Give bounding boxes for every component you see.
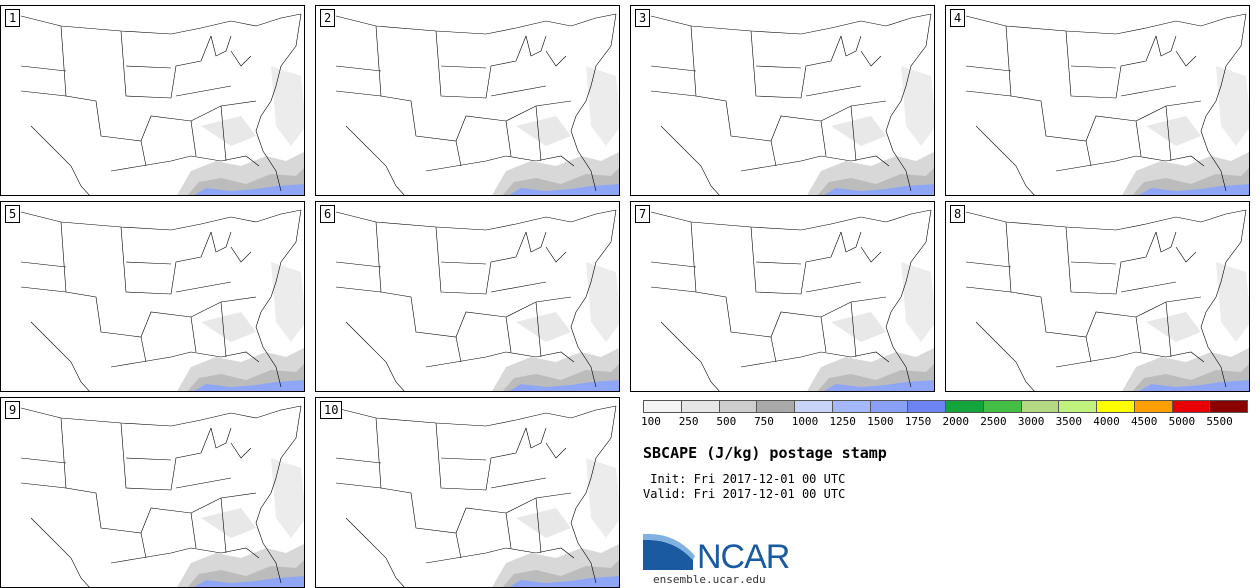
chart-title: SBCAPE (J/kg) postage stamp bbox=[643, 444, 887, 462]
legend-label: 750 bbox=[754, 415, 774, 428]
legend-label: 250 bbox=[678, 415, 699, 428]
legend-color-bar bbox=[643, 400, 1248, 413]
legend-label: 2500 bbox=[980, 415, 1007, 428]
valid-time: Valid: Fri 2017-12-01 00 UTC bbox=[643, 487, 846, 501]
panel-number: 10 bbox=[320, 401, 343, 419]
panel-number: 7 bbox=[635, 205, 651, 223]
legend-swatch bbox=[1210, 401, 1247, 412]
map-panel: 1 bbox=[0, 5, 305, 196]
map-panel: 4 bbox=[945, 5, 1250, 196]
legend-label: 1000 bbox=[791, 415, 819, 428]
ncar-logo-icon bbox=[643, 533, 695, 570]
legend-swatch bbox=[946, 401, 984, 412]
legend-label: 5000 bbox=[1168, 415, 1196, 428]
panel-number: 4 bbox=[950, 9, 966, 27]
legend-label: 4000 bbox=[1093, 415, 1120, 428]
legend-swatch bbox=[719, 401, 758, 412]
legend-label: 3000 bbox=[1017, 415, 1045, 428]
legend-label: 1250 bbox=[829, 415, 856, 428]
panel-number: 9 bbox=[5, 401, 21, 419]
legend-label: 1750 bbox=[904, 415, 932, 428]
legend-label: 500 bbox=[716, 415, 737, 428]
map-panel: 5 bbox=[0, 201, 305, 392]
init-time: Init: Fri 2017-12-01 00 UTC bbox=[643, 472, 846, 486]
legend-swatch bbox=[870, 401, 909, 412]
legend-label: 4500 bbox=[1130, 415, 1158, 428]
legend-swatch bbox=[1172, 401, 1211, 412]
panel-number: 2 bbox=[320, 9, 336, 27]
panel-number: 1 bbox=[5, 9, 21, 27]
legend-swatch bbox=[832, 401, 871, 412]
legend-label: 1500 bbox=[867, 415, 894, 428]
map-panel: 7 bbox=[630, 201, 935, 392]
legend-swatch bbox=[983, 401, 1022, 412]
map-panel: 9 bbox=[0, 397, 305, 588]
legend-label: 5500 bbox=[1206, 415, 1233, 428]
panel-number: 5 bbox=[5, 205, 21, 223]
legend-swatch bbox=[1021, 401, 1060, 412]
legend-swatch bbox=[1097, 401, 1135, 412]
legend-labels: 100 250 500 750 1000 1250 1500 1750 2000 2500 3000… bbox=[641, 413, 1253, 428]
time-info: Init: Fri 2017-12-01 00 UTC Valid: Fri 2… bbox=[643, 472, 845, 502]
color-legend: 100 250 500 750 1000 1250 1500 1750 2000 2500 3000… bbox=[641, 400, 1253, 428]
legend-label: 3500 bbox=[1055, 415, 1083, 428]
legend-swatch bbox=[757, 401, 795, 412]
legend-swatch bbox=[681, 401, 720, 412]
legend-label: 2000 bbox=[942, 415, 970, 428]
map-panel: 2 bbox=[315, 5, 620, 196]
panel-number: 6 bbox=[320, 205, 336, 223]
legend-swatch bbox=[644, 401, 682, 412]
map-panel: 10 bbox=[315, 397, 620, 588]
map-panel: 6 bbox=[315, 201, 620, 392]
legend-swatch bbox=[1059, 401, 1097, 412]
site-url: ensemble.ucar.edu bbox=[653, 573, 766, 586]
legend-swatch bbox=[795, 401, 833, 412]
legend-label: 100 bbox=[641, 415, 661, 428]
legend-swatch bbox=[908, 401, 946, 412]
map-panel: 8 bbox=[945, 201, 1250, 392]
logo-text: NCAR bbox=[697, 538, 790, 576]
panel-number: 8 bbox=[950, 205, 966, 223]
panel-number: 3 bbox=[635, 9, 651, 27]
legend-swatch bbox=[1134, 401, 1173, 412]
map-panel: 3 bbox=[630, 5, 935, 196]
